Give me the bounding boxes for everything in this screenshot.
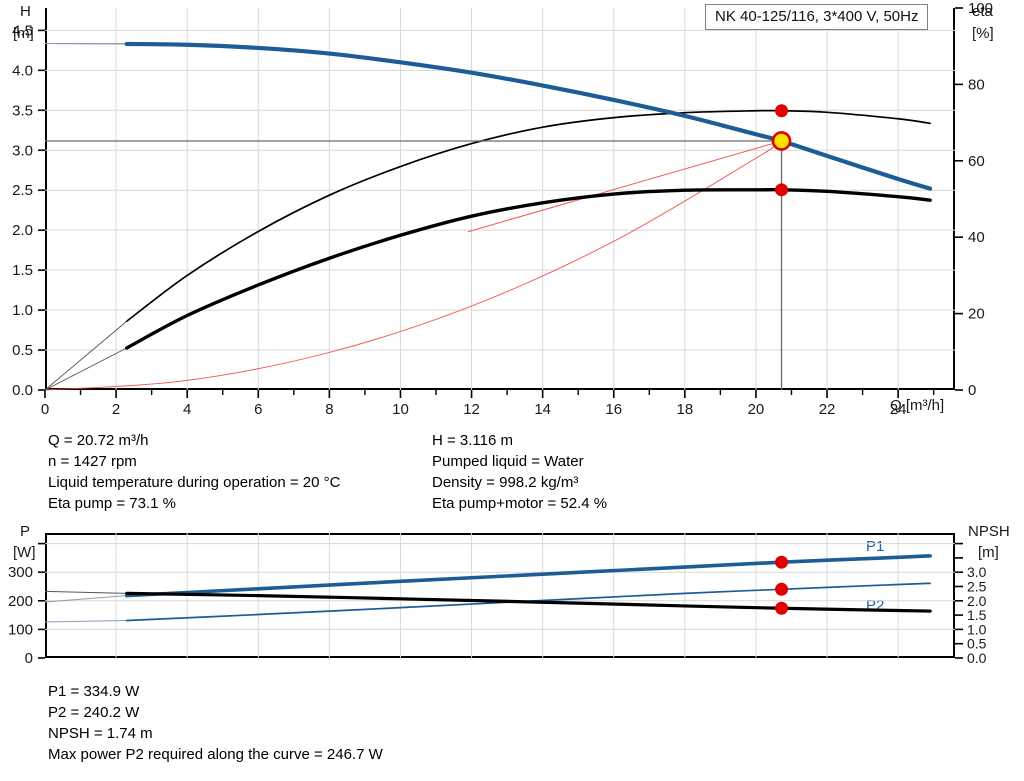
tick-label-y-right: 80 <box>968 76 985 93</box>
tick-label-x: 4 <box>183 401 191 418</box>
tick-label-x: 14 <box>534 401 551 418</box>
main-y-right-title: eta <box>972 3 993 20</box>
npsh-extension <box>44 590 127 594</box>
duty-info-right-line-1: Pumped liquid = Water <box>432 453 584 470</box>
p1-duty-marker <box>775 555 789 569</box>
p2-extension <box>44 620 127 623</box>
npsh-curve <box>125 591 932 613</box>
main-y-left-title: H <box>20 3 31 20</box>
duty-info-right-line-2: Density = 998.2 kg/m³ <box>432 474 579 491</box>
tick-label-y-left: 200 <box>8 593 33 610</box>
tick-label-y-left: 0.5 <box>12 342 33 359</box>
duty-leader-line <box>467 140 782 233</box>
low-y-left-title: P <box>20 523 31 540</box>
tick-label-x: 2 <box>112 401 120 418</box>
tick-label-y-left: 100 <box>8 621 33 638</box>
tick-label-y-right: 0.5 <box>967 636 987 652</box>
power-info-line-1: P2 = 240.2 W <box>48 704 140 721</box>
tick-label-y-right: 40 <box>968 229 985 246</box>
head-curve <box>124 41 933 191</box>
eta-pump-motor-extension <box>44 347 127 391</box>
tick-label-y-left: 2.0 <box>12 222 33 239</box>
eta-pump-duty-marker <box>775 104 789 118</box>
tick-label-y-right: 0.0 <box>967 650 987 666</box>
tick-label-y-right: 3.0 <box>967 564 987 580</box>
tick-label-y-right: 20 <box>968 306 985 323</box>
low-y-right-title: NPSH <box>968 523 1010 540</box>
tick-label-y-right: 1.5 <box>967 607 987 623</box>
duty-info-left-line-1: n = 1427 rpm <box>48 453 137 470</box>
tick-label-x: 16 <box>605 401 622 418</box>
main-chart-plot-area <box>45 8 955 390</box>
eta-pump-motor-curve <box>125 188 932 350</box>
duty-info-right: H = 3.116 m Pumped liquid = Water Density … <box>432 430 607 514</box>
main-x-axis-label: Q [m³/h] <box>890 397 945 414</box>
duty-info-right-line-3: Eta pump+motor = 52.4 % <box>432 495 608 512</box>
power-info-block: P1 = 334.9 W P2 = 240.2 W NPSH = 1.74 m Max… <box>48 681 383 765</box>
pump-title-box: NK 40-125/116, 3*400 V, 50Hz <box>705 4 929 30</box>
low-chart-svg: 0 100 200 300 0.00.51.01.52.02.53.0 <box>8 533 987 667</box>
tick-label-y-left: 0.0 <box>12 382 33 399</box>
duty-info-left-line-3: Eta pump = 73.1 % <box>48 495 176 512</box>
duty-point-marker[interactable] <box>771 131 792 151</box>
tick-label-y-left: 3.5 <box>12 102 33 119</box>
main-chart-svg: 0.00.51.01.52.02.53.03.54.04.50204060801… <box>12 0 993 418</box>
tick-label-x: 22 <box>819 401 836 418</box>
p2-duty-marker <box>775 582 789 596</box>
tick-label-y-left: 1.5 <box>12 262 33 279</box>
low-y-right-unit: [m] <box>978 544 999 561</box>
p1-curve <box>124 554 932 598</box>
eta-pump-extension <box>44 320 128 391</box>
main-y-right-unit: [%] <box>972 25 994 42</box>
tick-label-x: 8 <box>325 401 333 418</box>
tick-label-y-right: 2.0 <box>967 593 987 609</box>
eta-pump-curve <box>125 109 931 323</box>
duty-info-right-line-0: H = 3.116 m <box>432 432 514 449</box>
low-chart-content: 0 100 200 300 0.00.51.01.52.02.53.0 <box>8 533 987 667</box>
tick-label-y-right: 1.0 <box>967 621 987 637</box>
main-y-left-unit: [m] <box>13 25 34 42</box>
tick-label-y-right: 100 <box>968 0 993 17</box>
tick-label-y-right: 0 <box>968 382 976 399</box>
power-info-line-2: NPSH = 1.74 m <box>48 725 153 742</box>
npsh-duty-marker <box>775 601 789 615</box>
tick-label-y-right: 2.5 <box>967 578 987 594</box>
tick-label-x: 6 <box>254 401 262 418</box>
eta-pump-motor-duty-marker <box>775 183 789 197</box>
tick-label-y-left: 4.0 <box>12 62 33 79</box>
power-info-line-3: Max power P2 required along the curve = … <box>48 746 383 763</box>
tick-label-x: 24 <box>890 401 907 418</box>
low-y-left-unit: [W] <box>13 544 36 561</box>
tick-label-y-left: 3.0 <box>12 142 33 159</box>
tick-label-x: 20 <box>748 401 765 418</box>
power-info-line-0: P1 = 334.9 W <box>48 683 140 700</box>
series-label-p1: P1 <box>866 538 885 555</box>
main-chart-content: 0.00.51.01.52.02.53.03.54.04.50204060801… <box>12 0 993 418</box>
p1-extension <box>44 595 127 603</box>
system-curve <box>44 140 782 391</box>
tick-label-y-right: 60 <box>968 153 985 170</box>
tick-label-y-left: 0 <box>25 650 33 667</box>
tick-label-y-left: 2.5 <box>12 182 33 199</box>
tick-label-x: 0 <box>41 401 49 418</box>
tick-label-x: 10 <box>392 401 409 418</box>
duty-info-left-line-0: Q = 20.72 m³/h <box>48 432 149 449</box>
tick-label-x: 18 <box>677 401 694 418</box>
tick-label-y-left: 1.0 <box>12 302 33 319</box>
duty-info-left-line-2: Liquid temperature during operation = 20… <box>48 474 341 491</box>
p2-curve <box>125 582 931 622</box>
tick-label-y-left: 300 <box>8 564 33 581</box>
tick-label-x: 12 <box>463 401 480 418</box>
tick-label-y-left: 4.5 <box>12 22 33 39</box>
duty-info-left: Q = 20.72 m³/h n = 1427 rpm Liquid tempera… <box>48 430 340 514</box>
